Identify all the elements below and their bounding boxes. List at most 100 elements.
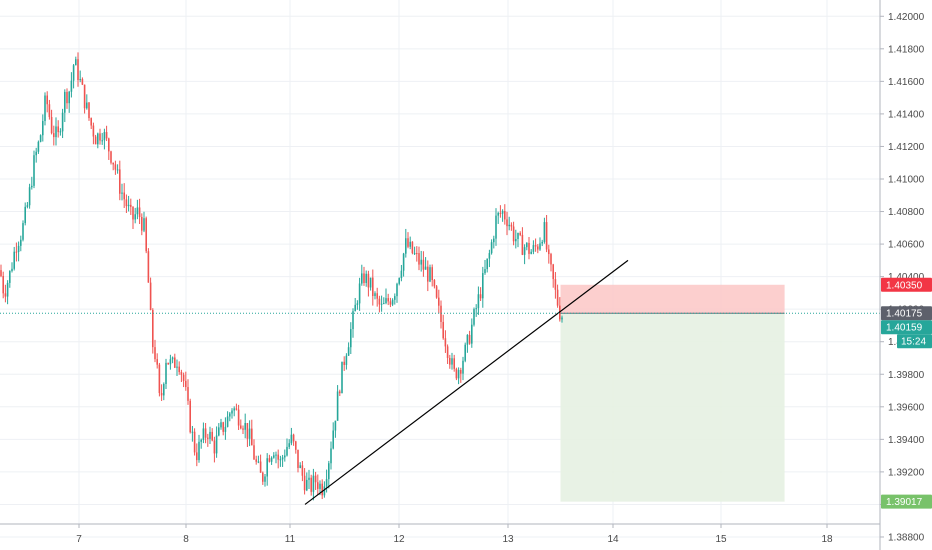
candle-body <box>233 408 235 411</box>
candle <box>433 279 436 289</box>
candle-body <box>35 151 37 156</box>
candle-body <box>169 359 172 365</box>
candle <box>226 411 229 428</box>
candle <box>103 128 106 150</box>
candle-body <box>418 253 420 265</box>
candle-body <box>158 364 161 394</box>
candle <box>134 207 136 224</box>
candle <box>39 134 42 143</box>
candle-body <box>506 219 508 227</box>
candle-body <box>211 431 213 441</box>
candle <box>75 56 77 66</box>
candle-body <box>317 482 319 489</box>
candle-body <box>504 211 506 220</box>
candle-body <box>411 241 414 254</box>
candle <box>361 264 363 286</box>
candle <box>185 371 187 391</box>
candle <box>0 264 2 278</box>
candle <box>149 277 152 311</box>
candle <box>336 385 339 421</box>
price-axis[interactable]: 1.42000 1.41800 1.41600 1.41400 1.41200 1.410… <box>879 0 925 550</box>
candle-body <box>451 358 453 365</box>
candle-body <box>110 151 112 163</box>
candle-body <box>218 427 220 436</box>
candle <box>330 441 332 470</box>
candle-body <box>290 434 293 444</box>
candle-body <box>482 273 484 299</box>
candle <box>486 258 488 273</box>
candle <box>354 297 356 312</box>
candle <box>339 389 341 397</box>
candle <box>405 228 407 258</box>
candle-body <box>0 270 2 277</box>
candle-body <box>171 357 174 360</box>
candle <box>92 122 95 145</box>
time-tick-label: 15 <box>715 534 727 545</box>
candle <box>442 314 444 340</box>
candle <box>422 251 425 277</box>
candle <box>123 183 125 208</box>
candle-body <box>132 206 134 220</box>
candle-body <box>537 246 539 250</box>
candle <box>552 263 554 288</box>
candle-body <box>231 410 233 414</box>
candle-body <box>213 440 216 454</box>
candle-body <box>435 286 438 298</box>
candle-body <box>391 299 394 305</box>
candle-body <box>292 434 295 442</box>
candle <box>295 440 297 454</box>
candle-body <box>332 430 334 449</box>
candle <box>97 132 99 149</box>
candle-body <box>22 223 24 240</box>
candle-body <box>270 457 273 462</box>
candle-body <box>55 126 57 138</box>
candle <box>187 379 189 405</box>
candle <box>9 270 11 288</box>
trendline-layer[interactable] <box>304 259 629 505</box>
candle-body <box>363 273 365 283</box>
time-tick-label: 7 <box>76 534 82 545</box>
candle <box>284 449 286 462</box>
candle-body <box>561 317 563 320</box>
trendline[interactable] <box>304 259 629 505</box>
candle-body <box>471 324 473 344</box>
candle-body <box>306 479 308 491</box>
take-profit-zone[interactable] <box>560 313 785 502</box>
candle-body <box>31 185 33 188</box>
candle <box>33 150 35 189</box>
candle-body <box>446 346 449 358</box>
time-axis[interactable]: 7 8 11 12 13 14 15 18 <box>0 523 880 545</box>
candle-body <box>24 206 26 224</box>
candle-body <box>255 459 257 462</box>
candle-body <box>273 455 275 458</box>
candle-body <box>398 278 400 284</box>
candle-body <box>422 259 425 270</box>
candle <box>231 408 233 419</box>
candle <box>369 277 372 291</box>
candle-body <box>510 224 513 227</box>
candle <box>64 89 66 123</box>
candle <box>367 270 370 297</box>
candle <box>114 160 117 175</box>
candle <box>235 403 238 411</box>
candle-body <box>163 383 165 396</box>
candle <box>132 206 134 229</box>
stop-loss-zone[interactable] <box>560 284 785 314</box>
time-tick-label: 12 <box>393 534 405 545</box>
candle-body <box>262 472 264 482</box>
candle <box>229 411 231 422</box>
candle <box>174 353 176 369</box>
price-tick-label: 1.41000 <box>888 174 925 185</box>
candle-body <box>160 393 163 396</box>
candle-body <box>127 204 130 207</box>
candle <box>55 117 57 146</box>
candle-body <box>92 125 95 137</box>
price-tick-label: 1.42000 <box>888 12 925 23</box>
candle <box>17 241 20 262</box>
candle-body <box>28 187 31 206</box>
candle <box>253 439 255 460</box>
candle <box>312 468 315 501</box>
candle-body <box>466 334 469 345</box>
candle-body <box>46 95 48 105</box>
